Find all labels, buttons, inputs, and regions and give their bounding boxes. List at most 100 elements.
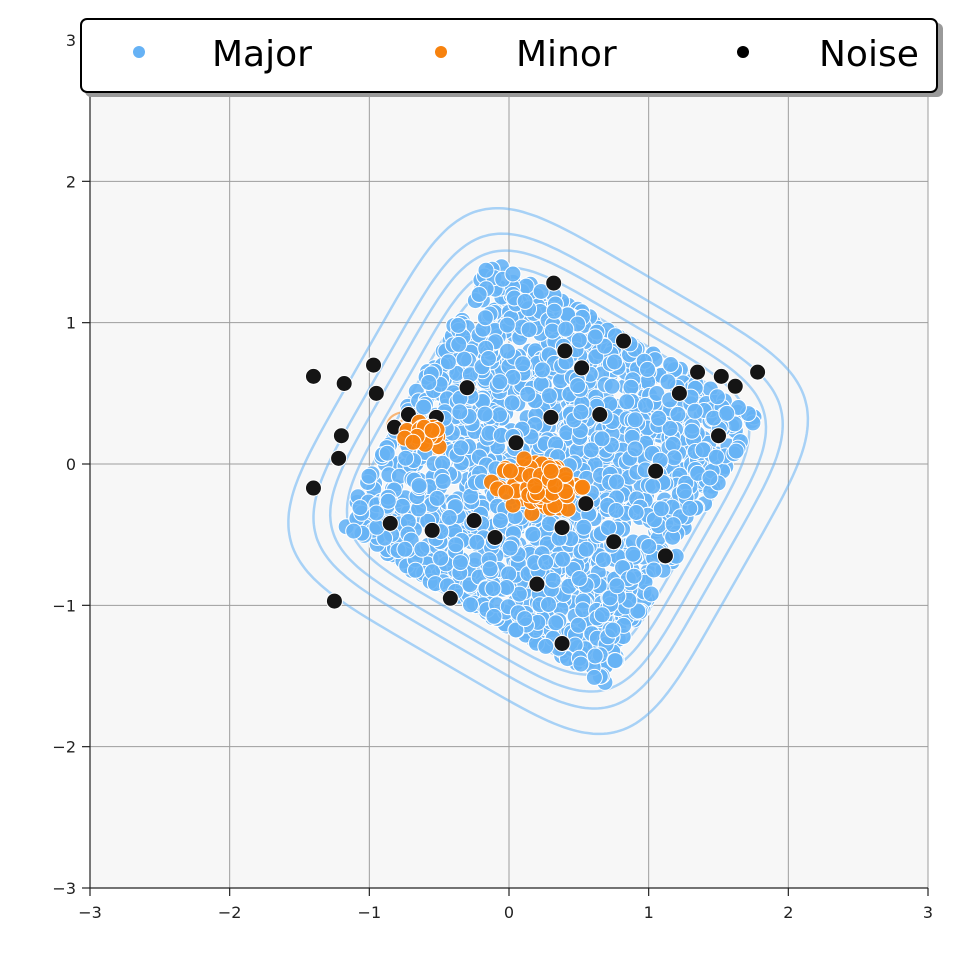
y-tick-label: −1 [52, 596, 76, 615]
major-point [462, 596, 479, 614]
axes: −3 −2 −1 0 1 2 3 −3 −2 −1 0 1 2 3 [52, 31, 933, 922]
major-point [520, 321, 538, 339]
major-point [449, 316, 467, 334]
major-point [544, 571, 562, 589]
minor-point [501, 462, 519, 480]
major-point [593, 430, 611, 448]
minor-points [396, 413, 591, 522]
major-point [686, 402, 704, 420]
major-point [572, 403, 590, 421]
noise-point [556, 342, 574, 360]
major-point [639, 360, 656, 378]
minor-point [515, 450, 533, 468]
major-point [570, 570, 588, 587]
legend-label-noise: Noise [819, 34, 919, 75]
major-point [701, 469, 719, 487]
major-point [582, 441, 600, 459]
major-point [516, 292, 534, 310]
major-point [360, 467, 378, 485]
noise-point [689, 363, 707, 381]
noise-point [365, 356, 383, 374]
major-point [439, 353, 457, 371]
major-point [455, 350, 473, 368]
noise-point [507, 434, 525, 452]
noise-points [304, 274, 767, 652]
legend-box [80, 18, 938, 93]
minor-point [497, 483, 515, 501]
major-point [575, 518, 593, 536]
major-point [476, 405, 494, 423]
major-point [367, 504, 385, 522]
major-point [669, 405, 687, 423]
major-point [451, 403, 469, 421]
y-tick-label: −2 [52, 738, 76, 757]
major-point [557, 320, 575, 338]
major-point [503, 394, 521, 412]
y-tick-label: 3 [66, 31, 76, 50]
major-point [413, 540, 431, 558]
major-point [519, 385, 537, 403]
noise-point [712, 367, 730, 385]
major-point [593, 606, 611, 624]
major-point [452, 439, 470, 457]
major-contour [345, 266, 751, 676]
major-point [652, 500, 670, 518]
minor-point [542, 462, 560, 480]
major-point [532, 283, 550, 300]
major-point [626, 440, 644, 458]
major-point [650, 409, 668, 427]
major-point [585, 668, 603, 686]
major-point [345, 522, 363, 540]
noise-point [304, 479, 322, 497]
minor-point [404, 433, 422, 451]
major-point [640, 538, 658, 555]
major-point [396, 540, 414, 558]
major-point [468, 533, 486, 551]
major-point [450, 335, 468, 353]
major-point [694, 441, 712, 459]
major-contour [328, 249, 768, 693]
noise-point [542, 408, 560, 426]
major-point [410, 477, 428, 495]
noise-point [441, 589, 459, 607]
legend-marker-minor [435, 46, 447, 58]
major-point [554, 550, 572, 568]
major-point [572, 655, 590, 673]
major-point [451, 554, 469, 572]
noise-point [486, 528, 504, 546]
major-point [491, 373, 509, 391]
y-tick-label: 2 [66, 172, 76, 191]
major-point [665, 449, 683, 467]
noise-point [330, 449, 348, 467]
legend-marker-major [133, 46, 145, 58]
major-point [606, 353, 623, 371]
major-point [516, 610, 534, 628]
major-point [618, 393, 636, 411]
major-point [498, 316, 516, 334]
noise-point [423, 521, 441, 539]
noise-point [605, 533, 623, 551]
legend-label-major: Major [212, 34, 312, 75]
legend: Major Minor Noise [80, 18, 943, 97]
minor-point [546, 477, 564, 494]
major-points [337, 258, 763, 691]
major-point [440, 509, 458, 526]
major-point [524, 525, 542, 543]
major-point [608, 577, 626, 595]
major-point [662, 356, 680, 373]
noise-point [749, 363, 767, 381]
major-point [659, 373, 677, 391]
major-point [637, 396, 654, 414]
major-point [683, 422, 701, 440]
major-point [622, 378, 640, 396]
minor-point [574, 478, 591, 496]
major-point [577, 540, 595, 558]
major-point [499, 342, 516, 360]
noise-point [656, 547, 674, 565]
major-point [481, 560, 499, 578]
noise-point [465, 512, 483, 530]
x-tick-label: 0 [504, 903, 514, 922]
noise-point [710, 427, 727, 445]
major-point [661, 420, 679, 437]
